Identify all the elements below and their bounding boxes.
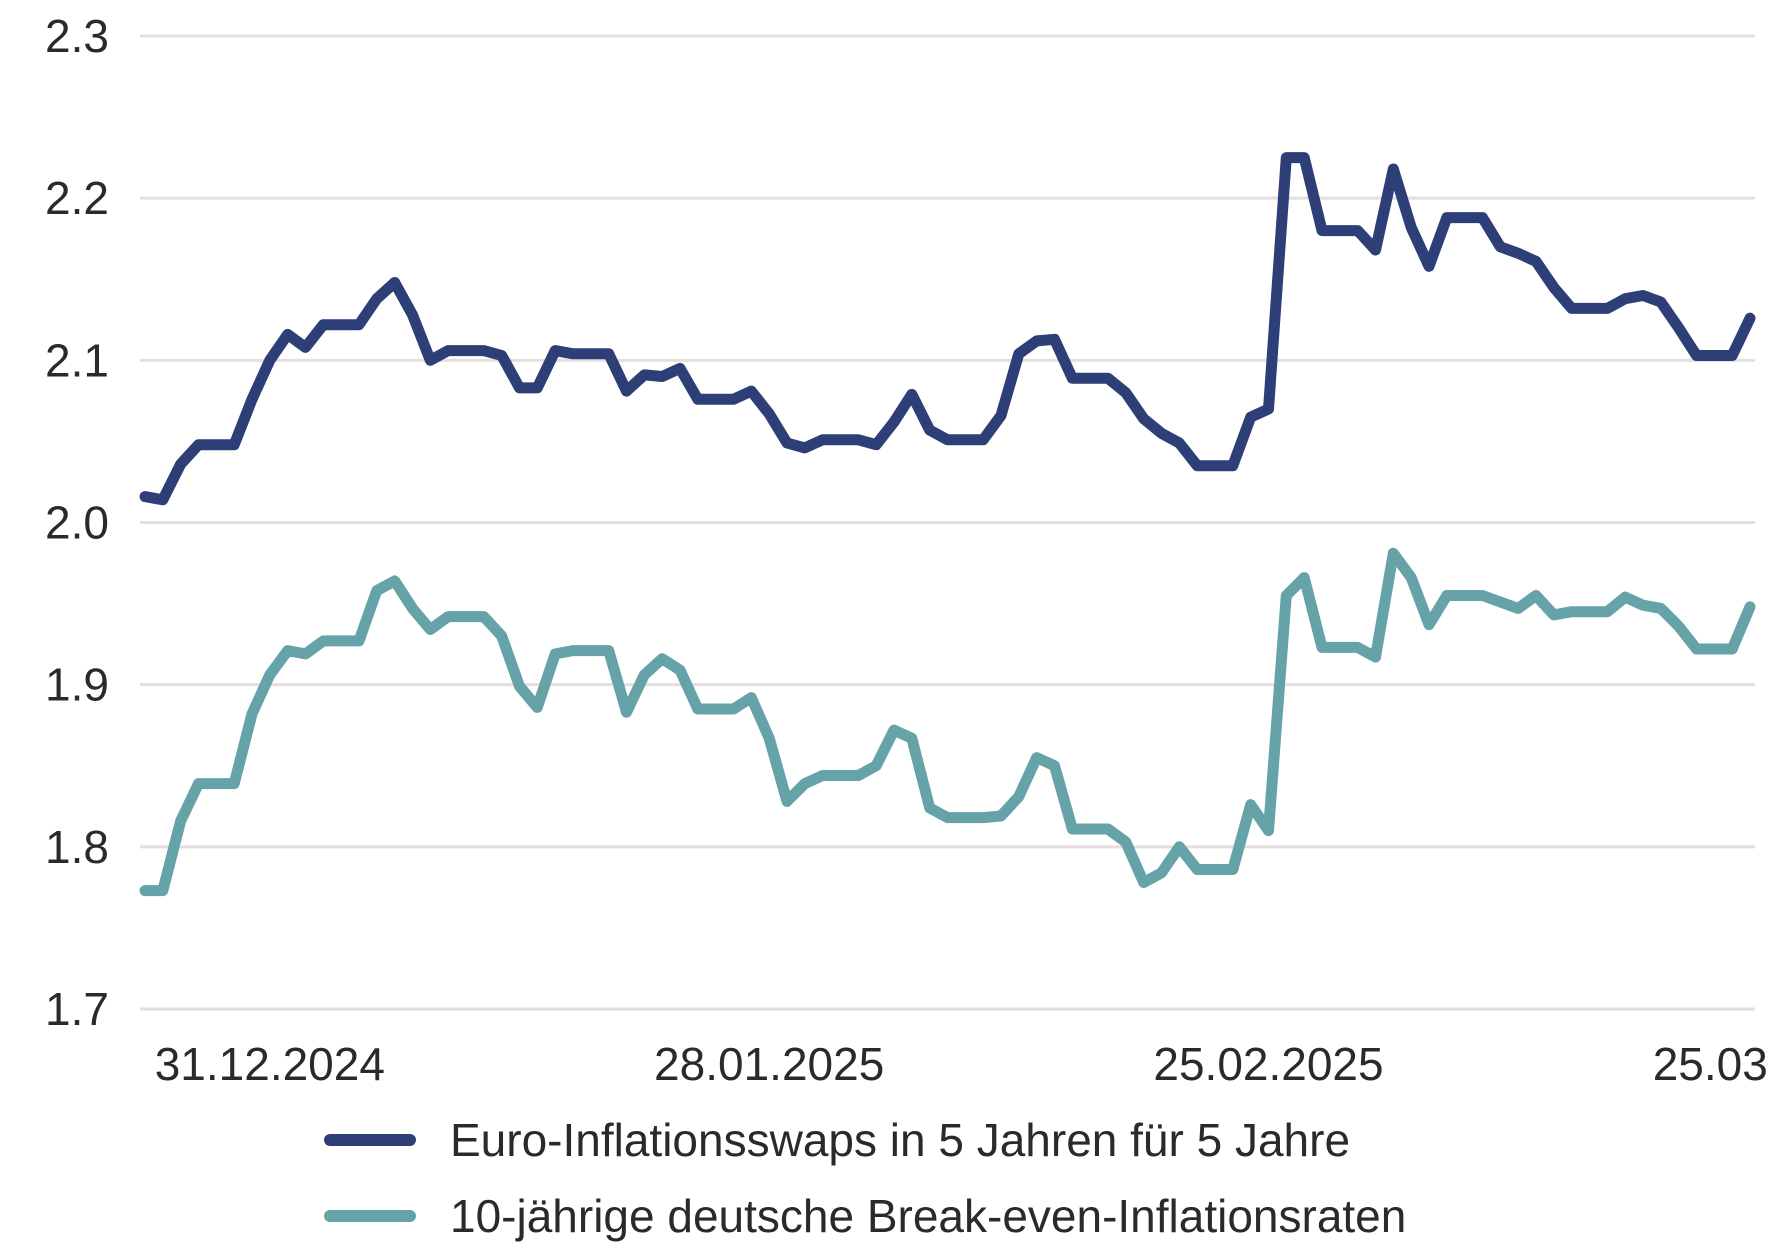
y-tick-label: 1.7 xyxy=(45,983,109,1035)
series-line-break-even xyxy=(139,547,1756,897)
grid xyxy=(140,34,1755,1011)
y-tick-label: 2.3 xyxy=(45,10,109,62)
legend-label-break-even: 10-jährige deutsche Break-even-Inflation… xyxy=(450,1190,1406,1242)
x-tick-label: 25.03.2025 xyxy=(1653,1038,1771,1090)
y-tick-label: 2.1 xyxy=(45,334,109,386)
series-lines xyxy=(139,152,1756,897)
legend-item-euro-swaps[interactable]: Euro-Inflationsswaps in 5 Jahren für 5 J… xyxy=(324,1114,1350,1166)
x-tick-label: 25.02.2025 xyxy=(1153,1038,1383,1090)
series-line-euro-swaps xyxy=(139,152,1756,506)
y-tick-label: 1.8 xyxy=(45,821,109,873)
y-axis-ticks: 2.3 2.2 2.1 2.0 1.9 1.8 1.7 xyxy=(45,10,109,1035)
x-axis-ticks: 31.12.2024 28.01.2025 25.02.2025 25.03.2025 xyxy=(155,1038,1771,1090)
legend-label-euro-swaps: Euro-Inflationsswaps in 5 Jahren für 5 J… xyxy=(450,1114,1350,1166)
y-tick-label: 2.0 xyxy=(45,497,109,549)
x-tick-label: 31.12.2024 xyxy=(155,1038,385,1090)
legend: Euro-Inflationsswaps in 5 Jahren für 5 J… xyxy=(324,1114,1406,1242)
legend-item-break-even[interactable]: 10-jährige deutsche Break-even-Inflation… xyxy=(324,1190,1406,1242)
y-tick-label: 2.2 xyxy=(45,172,109,224)
x-tick-label: 28.01.2025 xyxy=(654,1038,884,1090)
y-tick-label: 1.9 xyxy=(45,659,109,711)
